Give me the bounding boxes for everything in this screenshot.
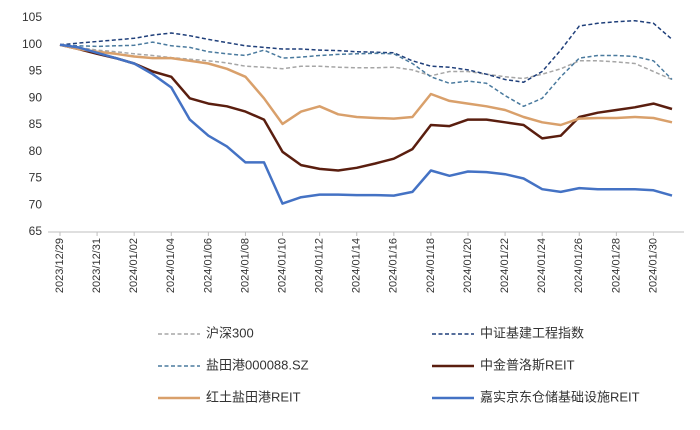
x-tick-label: 2024/01/08	[239, 238, 251, 293]
y-tick-label: 75	[29, 171, 43, 185]
series-line	[59, 19, 673, 83]
x-tick-label: 2024/01/04	[165, 238, 177, 293]
x-tick-label: 2024/01/28	[610, 238, 622, 293]
x-tick-label: 2024/01/30	[647, 238, 659, 293]
x-tick-label: 2024/01/14	[351, 238, 363, 293]
series-line	[59, 44, 673, 81]
y-tick-label: 100	[22, 37, 42, 51]
x-tick-label: 2023/12/31	[91, 238, 103, 293]
y-tick-label: 90	[29, 90, 43, 104]
x-tick-label: 2024/01/02	[128, 238, 140, 293]
x-tick-label: 2024/01/18	[425, 238, 437, 293]
x-tick-label: 2024/01/10	[276, 238, 288, 293]
legend-label: 嘉实京东仓储基础设施REIT	[480, 389, 640, 404]
x-tick-label: 2024/01/24	[536, 238, 548, 293]
legend-label: 沪深300	[206, 325, 254, 340]
y-tick-label: 70	[29, 197, 43, 211]
series-line	[59, 43, 673, 127]
x-tick-label: 2024/01/20	[462, 238, 474, 293]
y-tick-label: 85	[29, 117, 43, 131]
legend-label: 红土盐田港REIT	[206, 389, 301, 404]
x-tick-label: 2024/01/16	[388, 238, 400, 293]
x-tick-label: 2024/01/12	[314, 238, 326, 293]
y-tick-label: 80	[29, 144, 43, 158]
x-tick-label: 2024/01/26	[573, 238, 585, 293]
series-line	[59, 43, 673, 205]
legend-label: 中证基建工程指数	[480, 325, 584, 340]
x-tick-label: 2024/01/22	[499, 238, 511, 293]
x-tick-label: 2023/12/29	[54, 238, 66, 293]
x-tick-label: 2024/01/06	[202, 238, 214, 293]
series-line	[59, 43, 673, 172]
y-tick-label: 105	[22, 10, 42, 24]
y-tick-label: 95	[29, 64, 43, 78]
legend-label: 盐田港000088.SZ	[206, 357, 309, 372]
y-tick-label: 65	[29, 224, 43, 238]
legend-label: 中金普洛斯REIT	[480, 357, 575, 372]
